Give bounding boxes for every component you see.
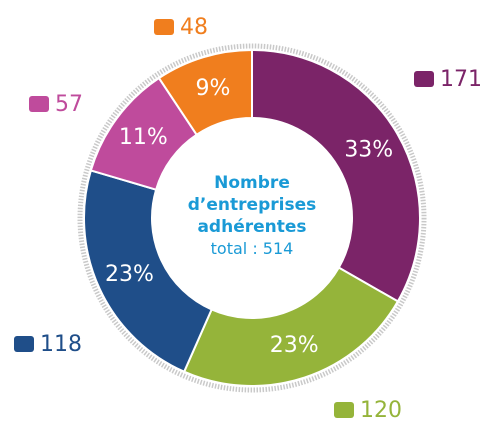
slice [83, 169, 213, 374]
icon [29, 96, 49, 112]
slice [182, 266, 400, 387]
value-label: 120 [360, 398, 402, 423]
value-label: 118 [40, 332, 82, 357]
center-label: Nombre d’entreprises adhérentes total : … [182, 172, 322, 260]
icon [414, 71, 434, 87]
icon [154, 19, 174, 35]
value-label: 48 [180, 15, 208, 40]
icon [14, 336, 34, 352]
slice-label: 11% [119, 125, 168, 150]
icon [334, 402, 354, 418]
subtitle: total : 514 [210, 239, 294, 258]
title: Nombre d’entreprises adhérentes [187, 173, 317, 237]
slice [157, 48, 253, 137]
outer-ring [77, 43, 427, 393]
slice-label: 33% [344, 137, 393, 162]
slice-label: 9% [196, 76, 231, 101]
value-label: 57 [55, 92, 83, 117]
value-label: 171 [440, 67, 482, 92]
slice [251, 48, 421, 303]
slice-label: 23% [270, 333, 319, 358]
slice-label: 23% [105, 262, 154, 287]
